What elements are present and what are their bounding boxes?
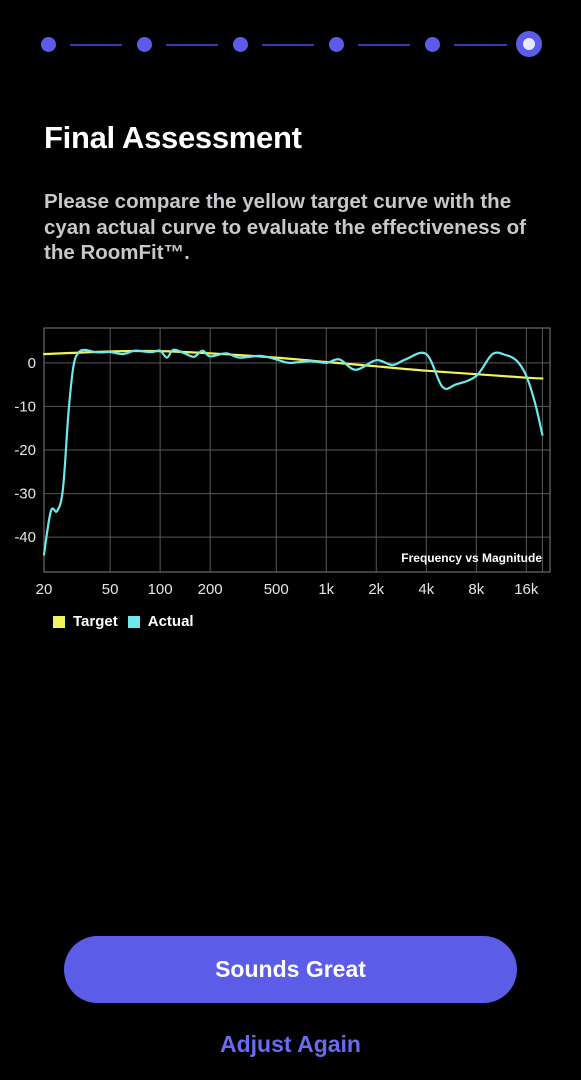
y-tick-label: 0 bbox=[28, 355, 36, 372]
y-tick-label: -30 bbox=[14, 486, 36, 503]
x-tick-label: 100 bbox=[148, 581, 173, 598]
step-dot bbox=[328, 37, 344, 52]
frequency-response-chart: 20 50 100 200 500 1k 2k 4k 8k 16k 0 -10 -20 -30 -40 Fre… bbox=[0, 320, 581, 640]
step-connector bbox=[70, 44, 122, 46]
step-dot bbox=[232, 37, 248, 52]
legend-item-actual: Actual bbox=[127, 613, 194, 630]
step-connector bbox=[454, 44, 507, 46]
adjust-again-button[interactable]: Adjust Again bbox=[220, 1030, 361, 1057]
step-connector bbox=[358, 44, 410, 46]
page-subtitle: Please compare the yellow target curve w… bbox=[44, 190, 526, 264]
x-tick-label: 500 bbox=[264, 581, 289, 598]
chart-canvas: 20 50 100 200 500 1k 2k 4k 8k 16k 0 -10 -20 -30 -40 Fre… bbox=[14, 327, 551, 598]
step-dot bbox=[424, 37, 440, 52]
series-line-target bbox=[42, 349, 544, 380]
series-line-actual bbox=[42, 348, 544, 556]
sounds-great-button[interactable]: Sounds Great bbox=[64, 936, 517, 1003]
y-tick-label: -10 bbox=[14, 398, 36, 415]
x-tick-label: 8k bbox=[468, 581, 484, 598]
step-dot-current bbox=[520, 35, 538, 53]
step-dot bbox=[40, 37, 56, 52]
legend-label-target: Target bbox=[73, 613, 118, 630]
x-tick-label: 1k bbox=[318, 581, 334, 598]
x-tick-label: 4k bbox=[418, 581, 434, 598]
chart-annotation: Frequency vs Magnitude bbox=[401, 551, 542, 565]
step-connector bbox=[166, 44, 218, 46]
legend-item-target: Target bbox=[53, 613, 118, 630]
y-tick-label: -40 bbox=[14, 529, 36, 546]
target-swatch bbox=[53, 615, 65, 628]
y-tick-label: -20 bbox=[14, 442, 36, 459]
x-tick-label: 16k bbox=[514, 581, 539, 598]
x-tick-label: 20 bbox=[36, 581, 53, 598]
step-dot bbox=[136, 37, 152, 52]
progress-stepper bbox=[0, 0, 581, 92]
x-tick-label: 200 bbox=[198, 581, 223, 598]
x-tick-label: 50 bbox=[102, 581, 119, 598]
x-tick-label: 2k bbox=[368, 581, 384, 598]
chart-legend: Target Actual bbox=[53, 613, 204, 630]
page-title: Final Assessment bbox=[44, 120, 302, 155]
legend-label-actual: Actual bbox=[147, 613, 194, 630]
step-connector bbox=[262, 44, 314, 46]
actual-swatch bbox=[127, 615, 140, 628]
